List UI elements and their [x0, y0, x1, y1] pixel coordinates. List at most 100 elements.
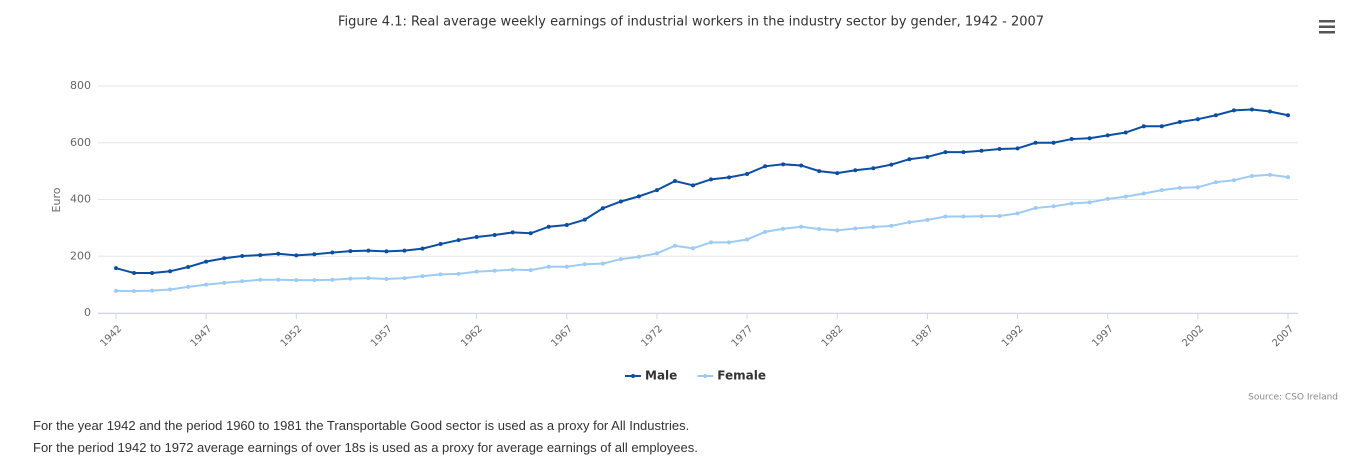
y-tick-label: 600 — [70, 136, 91, 149]
data-point — [1267, 172, 1272, 177]
data-point — [582, 262, 587, 267]
data-point — [240, 253, 245, 258]
data-point — [222, 280, 227, 285]
data-point — [618, 199, 623, 204]
x-tick-label: 1997 — [1090, 323, 1116, 349]
legend-label: Male — [645, 369, 677, 383]
legend-marker — [703, 374, 708, 378]
data-point — [366, 248, 371, 253]
data-point — [132, 289, 137, 294]
x-tick-label: 1992 — [1000, 323, 1026, 349]
legend-label: Female — [717, 369, 766, 383]
data-point — [420, 274, 425, 279]
menu-icon[interactable] — [1319, 20, 1335, 34]
data-point — [492, 232, 497, 237]
data-point — [186, 284, 191, 289]
data-point — [600, 261, 605, 266]
y-axis-label: Euro — [50, 187, 63, 212]
data-point — [114, 266, 118, 271]
data-point — [1069, 201, 1074, 206]
data-point — [1033, 206, 1038, 211]
data-point — [961, 150, 966, 155]
data-point — [1141, 191, 1146, 196]
data-point — [510, 267, 515, 272]
data-point — [456, 238, 461, 243]
data-point — [582, 217, 587, 222]
data-point — [1069, 137, 1074, 142]
data-point — [438, 272, 443, 277]
data-point — [1213, 113, 1218, 118]
data-point — [618, 257, 623, 262]
data-point — [276, 277, 281, 282]
data-point — [853, 226, 858, 231]
data-point — [384, 249, 389, 254]
data-point — [330, 250, 335, 255]
data-point — [690, 183, 695, 188]
legend-item[interactable]: Female — [697, 369, 766, 383]
data-point — [1213, 180, 1218, 185]
data-point — [1286, 175, 1290, 180]
x-tick-label: 1947 — [189, 323, 215, 349]
x-tick-label: 1977 — [730, 323, 756, 349]
data-point — [709, 240, 714, 245]
data-point — [727, 240, 732, 245]
series-line — [115, 173, 1289, 293]
data-point — [835, 171, 840, 176]
data-point — [150, 270, 155, 275]
data-point — [1177, 185, 1182, 190]
data-point — [835, 228, 840, 233]
data-point — [546, 224, 551, 229]
data-point — [781, 226, 786, 231]
y-tick-label: 200 — [70, 249, 91, 262]
data-point — [925, 217, 930, 222]
legend-item[interactable]: Male — [625, 369, 677, 383]
menu-bar — [1319, 20, 1335, 23]
data-point — [1195, 185, 1200, 190]
data-point — [204, 282, 209, 287]
x-tick-label: 1982 — [820, 323, 846, 349]
data-point — [528, 268, 533, 273]
data-point — [528, 231, 533, 236]
data-point — [168, 287, 173, 292]
data-point — [907, 157, 912, 162]
data-point — [1087, 136, 1092, 141]
data-point — [997, 213, 1002, 218]
data-point — [979, 214, 984, 219]
data-point — [348, 249, 353, 254]
data-point — [925, 154, 930, 159]
data-point — [474, 234, 479, 239]
data-point — [1141, 124, 1146, 129]
data-point — [799, 163, 804, 168]
y-tick-label: 400 — [70, 193, 91, 206]
data-point — [763, 229, 768, 234]
data-point — [438, 242, 443, 247]
series — [114, 107, 1290, 275]
menu-bar — [1319, 31, 1335, 34]
y-tick-label: 800 — [70, 79, 91, 92]
data-point — [745, 171, 750, 176]
data-point — [366, 276, 371, 281]
data-point — [186, 265, 191, 270]
data-point — [871, 166, 876, 171]
legend-marker — [631, 374, 635, 378]
data-point — [636, 254, 641, 259]
data-point — [1159, 188, 1164, 193]
data-point — [853, 168, 858, 173]
data-point — [672, 243, 677, 248]
data-point — [114, 288, 118, 293]
data-point — [1051, 140, 1056, 145]
data-point — [240, 279, 245, 284]
data-point — [745, 237, 750, 242]
data-point — [384, 276, 389, 281]
data-point — [564, 264, 569, 269]
data-point — [889, 223, 894, 228]
data-point — [1159, 124, 1164, 129]
x-tick-label: 1967 — [549, 323, 575, 349]
data-point — [1249, 107, 1254, 112]
data-point — [1231, 108, 1236, 113]
data-point — [1286, 113, 1290, 118]
data-point — [402, 248, 407, 253]
series-line — [115, 108, 1289, 274]
data-point — [1051, 204, 1056, 209]
